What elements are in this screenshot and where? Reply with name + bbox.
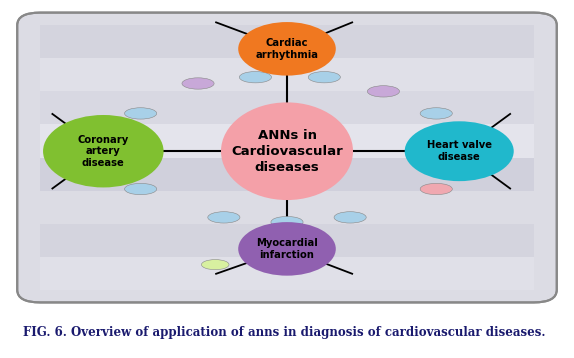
Bar (40, 158, 534, 190)
Ellipse shape (43, 115, 164, 188)
Ellipse shape (125, 183, 157, 195)
Text: Cardiac
arrhythmia: Cardiac arrhythmia (255, 38, 319, 60)
Text: Heart valve
disease: Heart valve disease (426, 140, 492, 162)
Ellipse shape (420, 183, 452, 195)
Text: Coronary
artery
disease: Coronary artery disease (77, 135, 129, 168)
Ellipse shape (201, 260, 229, 270)
Bar (40, 125, 534, 158)
Ellipse shape (420, 108, 452, 119)
Ellipse shape (238, 222, 336, 276)
Text: FIG. 6. Overview of application of anns in diagnosis of cardiovascular diseases.: FIG. 6. Overview of application of anns … (23, 326, 545, 339)
FancyBboxPatch shape (17, 13, 557, 303)
Bar (40, 190, 534, 224)
Bar (40, 224, 534, 257)
Bar (40, 25, 534, 58)
Ellipse shape (208, 212, 240, 223)
Ellipse shape (125, 108, 157, 119)
Bar (40, 257, 534, 290)
Ellipse shape (308, 72, 340, 83)
Ellipse shape (271, 217, 303, 228)
Ellipse shape (221, 102, 353, 200)
Bar (40, 58, 534, 91)
Ellipse shape (334, 212, 366, 223)
Ellipse shape (238, 22, 336, 76)
Bar (40, 91, 534, 125)
Text: Myocardial
infarction: Myocardial infarction (256, 238, 318, 260)
Ellipse shape (182, 78, 214, 89)
Ellipse shape (367, 86, 400, 97)
Ellipse shape (239, 72, 272, 83)
Ellipse shape (405, 121, 514, 181)
Text: ANNs in
Cardiovascular
diseases: ANNs in Cardiovascular diseases (231, 129, 343, 174)
